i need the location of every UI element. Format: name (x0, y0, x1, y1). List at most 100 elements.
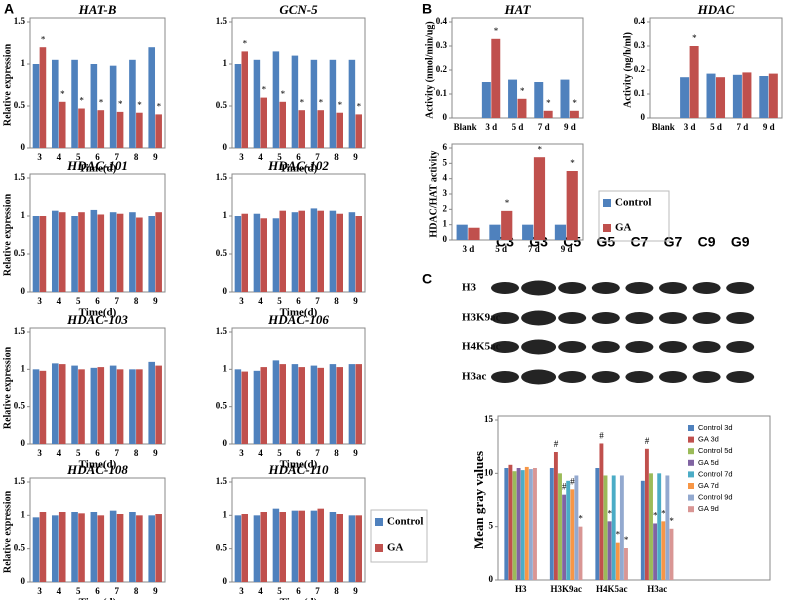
bar (481, 82, 491, 118)
bar (272, 218, 280, 292)
legend-swatch (688, 471, 694, 478)
legend-swatch (688, 448, 694, 455)
blot-band (558, 282, 587, 294)
bar (520, 470, 525, 580)
bar (607, 521, 612, 580)
significance-mark: * (572, 98, 577, 108)
x-tick-label: 4 (57, 586, 62, 596)
significance-mark: * (281, 89, 286, 99)
bar (689, 46, 699, 118)
significance-mark: # (570, 476, 575, 486)
y-tick-label: 0.2 (634, 64, 646, 74)
y-tick-label: 0.5 (14, 100, 26, 110)
bar (78, 513, 85, 582)
bar (310, 365, 318, 444)
bar (97, 367, 105, 444)
y-tick-label: 6 (443, 142, 448, 152)
significance-mark: * (520, 86, 525, 96)
bar (279, 210, 286, 292)
bar (260, 97, 267, 148)
y-tick-label: 0 (21, 438, 26, 448)
y-axis-label: Relative expression (2, 346, 13, 429)
bar (336, 367, 343, 444)
significance-mark: # (645, 436, 650, 446)
bar (260, 218, 267, 292)
x-tick-label: Blank (652, 122, 675, 132)
bar (560, 79, 570, 118)
x-tick-label: H3ac (647, 584, 667, 594)
significance-mark: # (599, 431, 604, 441)
x-tick-label: 9 d (561, 244, 573, 254)
bar (742, 72, 752, 118)
bar (310, 510, 318, 582)
bar (512, 471, 517, 580)
significance-mark: * (661, 508, 666, 518)
bar (615, 542, 620, 580)
bar (260, 512, 267, 582)
significance-mark: * (338, 100, 343, 110)
x-tick-label: 4 (258, 448, 263, 458)
bar (566, 171, 578, 240)
blot-band (491, 341, 519, 353)
blot-band (491, 371, 519, 383)
blot-band (558, 371, 587, 383)
bar (524, 466, 529, 580)
x-tick-label: 6 (95, 448, 100, 458)
significance-mark: * (99, 97, 104, 107)
y-tick-label: 1.5 (216, 476, 228, 486)
bar (97, 110, 105, 148)
significance-mark: * (319, 97, 324, 107)
y-tick-label: 0 (223, 438, 228, 448)
bar (90, 367, 98, 444)
x-tick-label: 6 (296, 448, 301, 458)
bar (241, 213, 248, 292)
chart-title: HDAC-101 (66, 158, 128, 173)
y-tick-label: 0 (21, 286, 26, 296)
blot-band (625, 341, 654, 353)
y-tick-label: 0 (21, 142, 26, 152)
significance-mark: * (494, 26, 499, 36)
x-tick-label: 3 (239, 152, 244, 162)
bar (90, 64, 98, 148)
chart-title: HDAC-106 (267, 312, 329, 327)
x-tick-label: 9 (353, 296, 358, 306)
x-tick-label: 8 (134, 586, 139, 596)
legend-label: Control (387, 516, 423, 528)
plot-frame (451, 143, 584, 241)
x-tick-label: 9 (153, 448, 158, 458)
bar (155, 365, 162, 444)
y-tick-label: 1.5 (216, 326, 228, 336)
bar (155, 114, 162, 148)
x-tick-label: 9 (353, 586, 358, 596)
y-tick-label: 1 (21, 58, 26, 68)
significance-mark: * (570, 158, 575, 168)
bar (619, 475, 624, 580)
x-tick-label: 9 (153, 586, 158, 596)
legend-frame (598, 190, 670, 242)
bar (355, 364, 362, 444)
y-tick-label: 0 (443, 234, 448, 244)
x-tick-label: 4 (57, 152, 62, 162)
bar (329, 512, 337, 582)
bar (355, 216, 362, 292)
bar (291, 55, 299, 148)
significance-mark: * (546, 98, 551, 108)
legend-swatch (375, 518, 383, 526)
bar (665, 475, 670, 580)
y-tick-label: 1.5 (14, 476, 26, 486)
significance-mark: * (262, 85, 267, 95)
x-tick-label: 3 (37, 586, 42, 596)
bar (241, 514, 248, 582)
x-tick-label: 9 (153, 296, 158, 306)
bar (298, 510, 305, 582)
legend-swatch (688, 494, 694, 501)
significance-mark: * (79, 96, 84, 106)
bar (71, 59, 78, 148)
significance-mark: * (692, 33, 697, 43)
bar (272, 51, 280, 148)
bar (649, 473, 653, 580)
bar (39, 370, 47, 444)
bar (504, 468, 509, 580)
bar (136, 515, 143, 582)
bar (562, 494, 567, 580)
